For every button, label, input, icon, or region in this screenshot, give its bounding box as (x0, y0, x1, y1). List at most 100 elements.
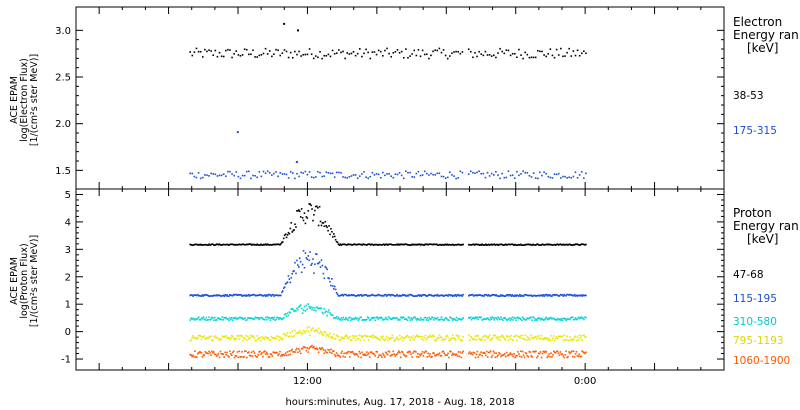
data-point-1-0 (332, 233, 335, 235)
data-point-1-1 (419, 294, 422, 296)
data-point-1-2 (357, 319, 360, 322)
data-point-1-1 (498, 295, 500, 297)
data-point-1-1 (508, 293, 511, 296)
data-point-1-4 (553, 351, 556, 354)
data-point-1-1 (530, 294, 532, 297)
data-point-1-4 (323, 352, 326, 355)
data-point-1-3 (373, 336, 376, 338)
data-point-1-3 (275, 338, 277, 340)
data-point-0-0 (534, 56, 537, 59)
data-point-0-0 (486, 54, 489, 56)
data-point-1-3 (195, 336, 197, 339)
data-point-1-4 (261, 352, 263, 354)
data-point-1-3 (425, 338, 428, 341)
data-point-1-2 (557, 318, 560, 321)
data-point-1-4 (454, 354, 457, 356)
data-point-1-4 (476, 350, 479, 353)
data-point-1-3 (335, 334, 338, 337)
data-point-0-1 (455, 177, 457, 180)
data-point-1-3 (257, 338, 260, 340)
data-point-1-3 (499, 339, 501, 341)
data-point-1-0 (262, 244, 264, 246)
data-point-1-4 (532, 350, 534, 353)
data-point-1-1 (231, 294, 234, 297)
data-point-1-1 (325, 267, 328, 269)
data-point-0-1 (287, 177, 290, 179)
data-point-1-4 (578, 353, 581, 356)
data-point-1-1 (216, 294, 219, 297)
data-point-1-2 (555, 319, 558, 321)
data-point-1-1 (471, 293, 474, 296)
data-point-1-2 (480, 316, 482, 318)
data-point-1-1 (479, 294, 481, 296)
data-point-1-4 (535, 350, 537, 353)
data-point-1-2 (320, 307, 323, 310)
data-point-1-4 (396, 353, 398, 355)
data-point-1-0 (337, 243, 340, 245)
data-point-1-3 (582, 334, 584, 337)
data-point-1-0 (553, 243, 556, 246)
data-point-1-4 (306, 347, 309, 349)
data-point-1-4 (274, 352, 277, 354)
data-point-1-2 (371, 317, 374, 320)
data-point-1-0 (227, 243, 229, 246)
data-point-1-1 (366, 294, 368, 297)
data-point-1-2 (403, 318, 406, 320)
data-point-1-3 (231, 335, 234, 338)
data-point-1-1 (330, 284, 332, 287)
data-point-1-1 (302, 249, 305, 252)
data-point-0-0 (394, 50, 397, 53)
data-point-1-4 (236, 351, 239, 353)
data-point-1-2 (363, 319, 365, 321)
data-point-1-4 (477, 356, 480, 358)
data-point-0-0 (560, 47, 562, 50)
data-point-1-2 (434, 317, 436, 319)
data-point-1-2 (401, 317, 404, 319)
data-point-1-3 (285, 334, 288, 336)
data-point-1-0 (379, 243, 381, 246)
data-point-1-4 (419, 354, 422, 357)
data-point-1-3 (553, 335, 555, 337)
data-point-0-1 (488, 175, 491, 177)
electron-legend-title-2: Energy ran (733, 28, 799, 42)
data-point-0-0 (245, 48, 248, 51)
data-point-1-0 (355, 243, 358, 246)
data-point-1-1 (362, 294, 364, 297)
data-point-1-3 (439, 336, 442, 339)
data-point-1-1 (277, 294, 279, 297)
data-point-1-4 (379, 354, 381, 357)
data-point-1-2 (315, 306, 318, 308)
data-point-1-0 (358, 243, 361, 246)
data-point-1-0 (548, 243, 550, 245)
data-point-1-3 (407, 336, 410, 339)
proton-legend-series-5: 1060-1900 (733, 355, 790, 367)
data-point-1-2 (482, 318, 484, 321)
data-point-0-1 (206, 174, 208, 176)
data-point-1-3 (469, 335, 472, 338)
data-point-1-3 (262, 337, 264, 340)
data-point-0-1 (486, 171, 489, 174)
data-point-1-4 (200, 351, 203, 354)
data-point-1-1 (349, 294, 351, 297)
data-point-1-3 (336, 335, 339, 337)
data-point-1-1 (317, 262, 320, 265)
data-point-1-4 (428, 355, 430, 357)
data-point-1-4 (479, 353, 481, 356)
data-point-1-0 (316, 206, 319, 209)
data-point-0-1 (402, 177, 405, 180)
data-point-0-1 (239, 177, 242, 180)
data-point-1-4 (202, 354, 205, 356)
data-point-1-1 (417, 294, 419, 297)
data-point-1-4 (582, 351, 584, 353)
data-point-1-1 (319, 266, 322, 268)
data-point-1-3 (432, 334, 434, 337)
data-point-1-0 (226, 243, 228, 246)
data-point-1-3 (558, 335, 561, 338)
data-point-1-2 (375, 316, 378, 319)
data-point-1-1 (348, 294, 350, 296)
data-point-1-0 (516, 244, 518, 246)
data-point-1-3 (349, 335, 351, 338)
data-point-1-1 (457, 293, 460, 296)
data-point-1-1 (388, 293, 391, 296)
